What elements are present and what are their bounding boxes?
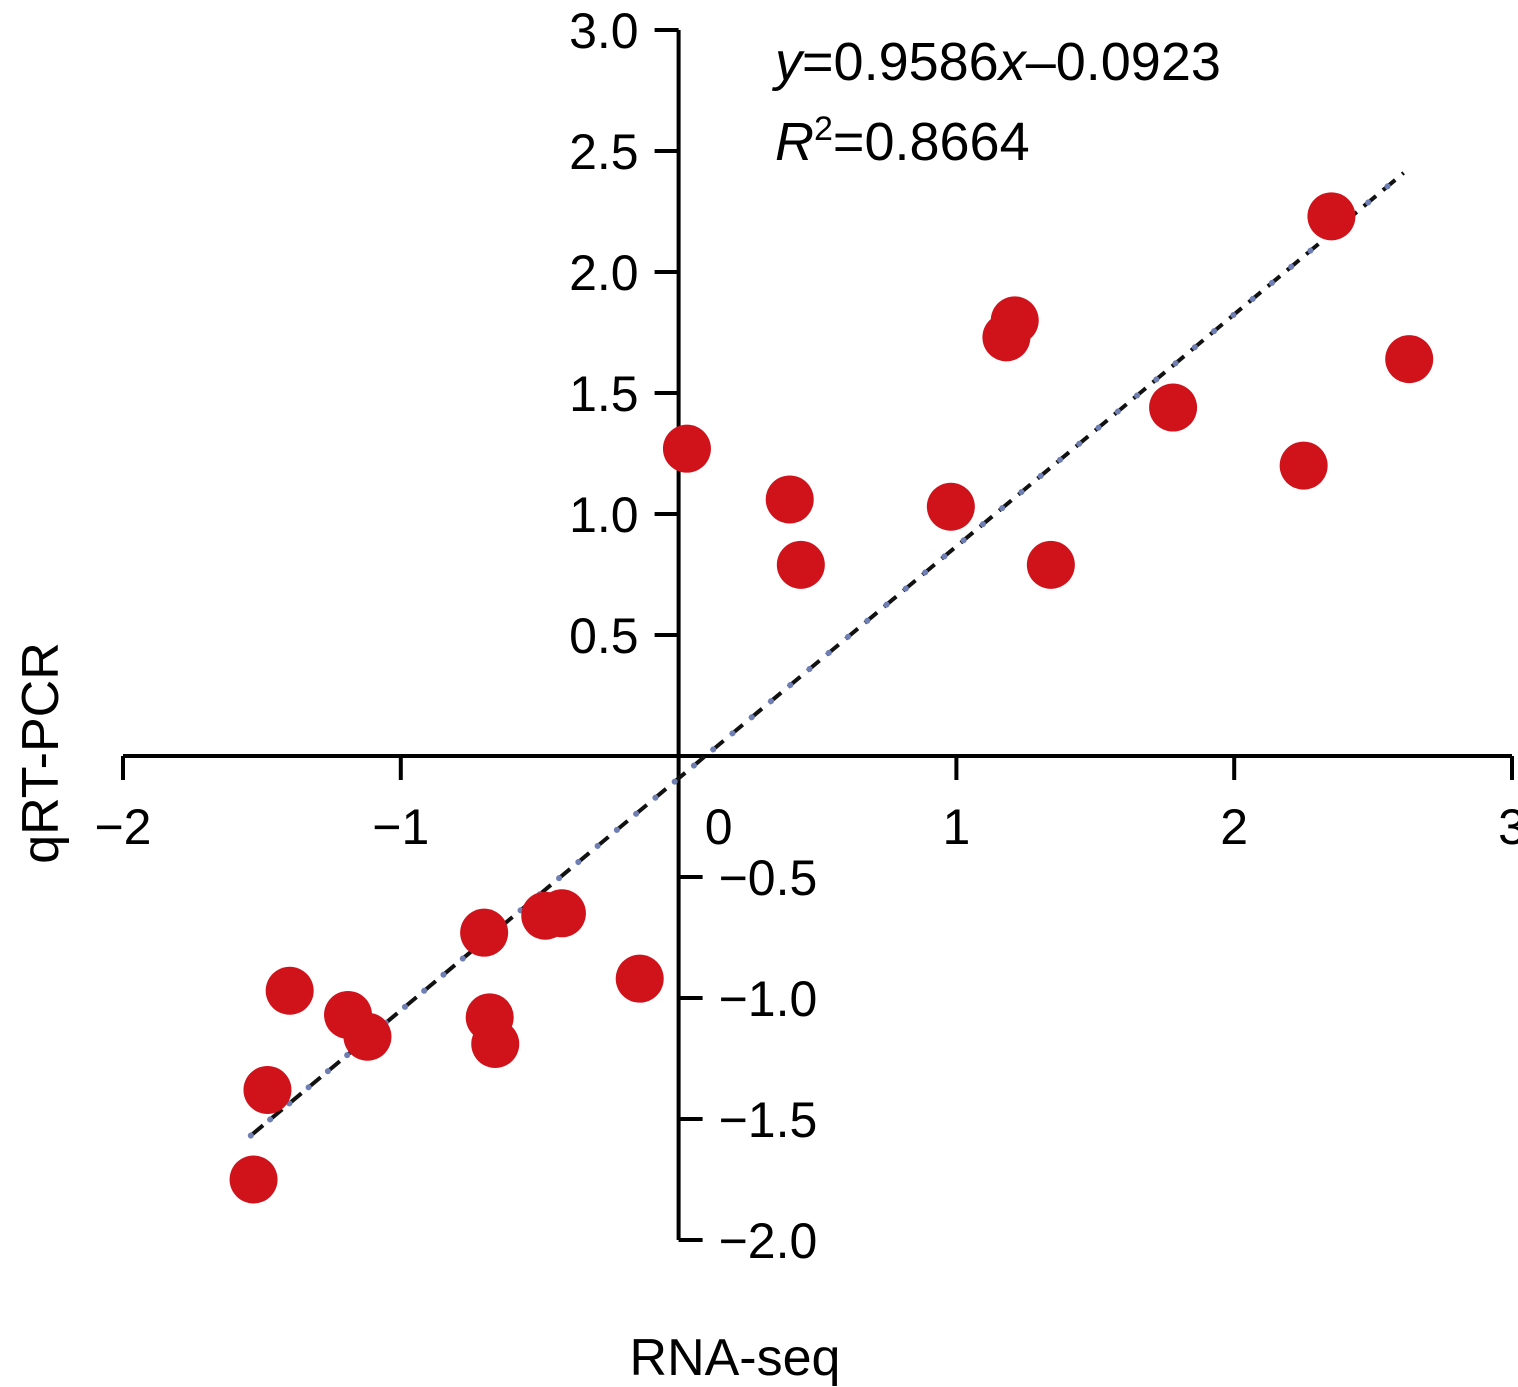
x-tick-label: 2: [1220, 799, 1248, 855]
x-tick-label: 3: [1498, 799, 1518, 855]
data-point: [982, 313, 1031, 362]
data-point: [471, 1019, 520, 1068]
r-squared-symbol: R: [775, 112, 814, 172]
data-point: [1026, 540, 1075, 589]
data-point: [460, 908, 509, 957]
trendline-dotted: [247, 169, 1407, 1139]
x-axis-title: RNA-seq: [630, 1329, 841, 1387]
y-tick-label: −1.0: [719, 971, 818, 1027]
r-squared-superscript: 2: [814, 110, 833, 148]
data-point: [229, 1155, 278, 1204]
data-point: [615, 954, 664, 1003]
data-point: [265, 966, 314, 1015]
data-point: [765, 475, 814, 524]
tick-labels-layer: −2 −1 0 1 2 3 −2.0 −1.5 −1.0 −0.5 0.5 1.0 1.5 2.0 2.5 3…: [94, 3, 1518, 1269]
trendline-layer: [247, 169, 1407, 1139]
y-tick-label: −1.5: [719, 1092, 818, 1148]
x-tick-label: 0: [705, 799, 733, 855]
axes-layer: [121, 28, 1514, 1242]
points-layer: [229, 192, 1434, 1204]
data-point: [1385, 335, 1434, 384]
x-tick-label: −1: [372, 799, 429, 855]
data-point: [1149, 383, 1198, 432]
data-point: [1307, 192, 1356, 241]
equation-x-symbol: x: [996, 32, 1028, 92]
r-squared-annotation: R2=0.8664: [775, 110, 1030, 172]
y-tick-label: −0.5: [719, 850, 818, 906]
data-point: [1279, 441, 1328, 490]
equation-intercept: –0.0923: [1026, 32, 1221, 92]
x-tick-label: 1: [942, 799, 970, 855]
x-tick-label: −2: [94, 799, 151, 855]
equation-y-symbol: y: [771, 32, 805, 92]
data-point: [662, 424, 711, 473]
y-tick-label: 1.5: [569, 366, 639, 422]
y-tick-label: −2.0: [719, 1213, 818, 1269]
y-tick-label: 0.5: [569, 608, 639, 664]
regression-equation: y=0.9586x–0.0923: [771, 32, 1221, 92]
y-tick-label: 1.0: [569, 487, 639, 543]
y-tick-label: 2.5: [569, 124, 639, 180]
data-point: [537, 889, 586, 938]
data-point: [343, 1012, 392, 1061]
y-tick-label: 2.0: [569, 245, 639, 301]
y-tick-label: 3.0: [569, 3, 639, 59]
data-point: [243, 1065, 292, 1114]
y-axis-title: qRT-PCR: [12, 642, 70, 864]
r-squared-value: =0.8664: [833, 112, 1030, 172]
equation-slope: =0.9586: [802, 32, 999, 92]
data-point: [776, 540, 825, 589]
data-point: [926, 482, 975, 531]
